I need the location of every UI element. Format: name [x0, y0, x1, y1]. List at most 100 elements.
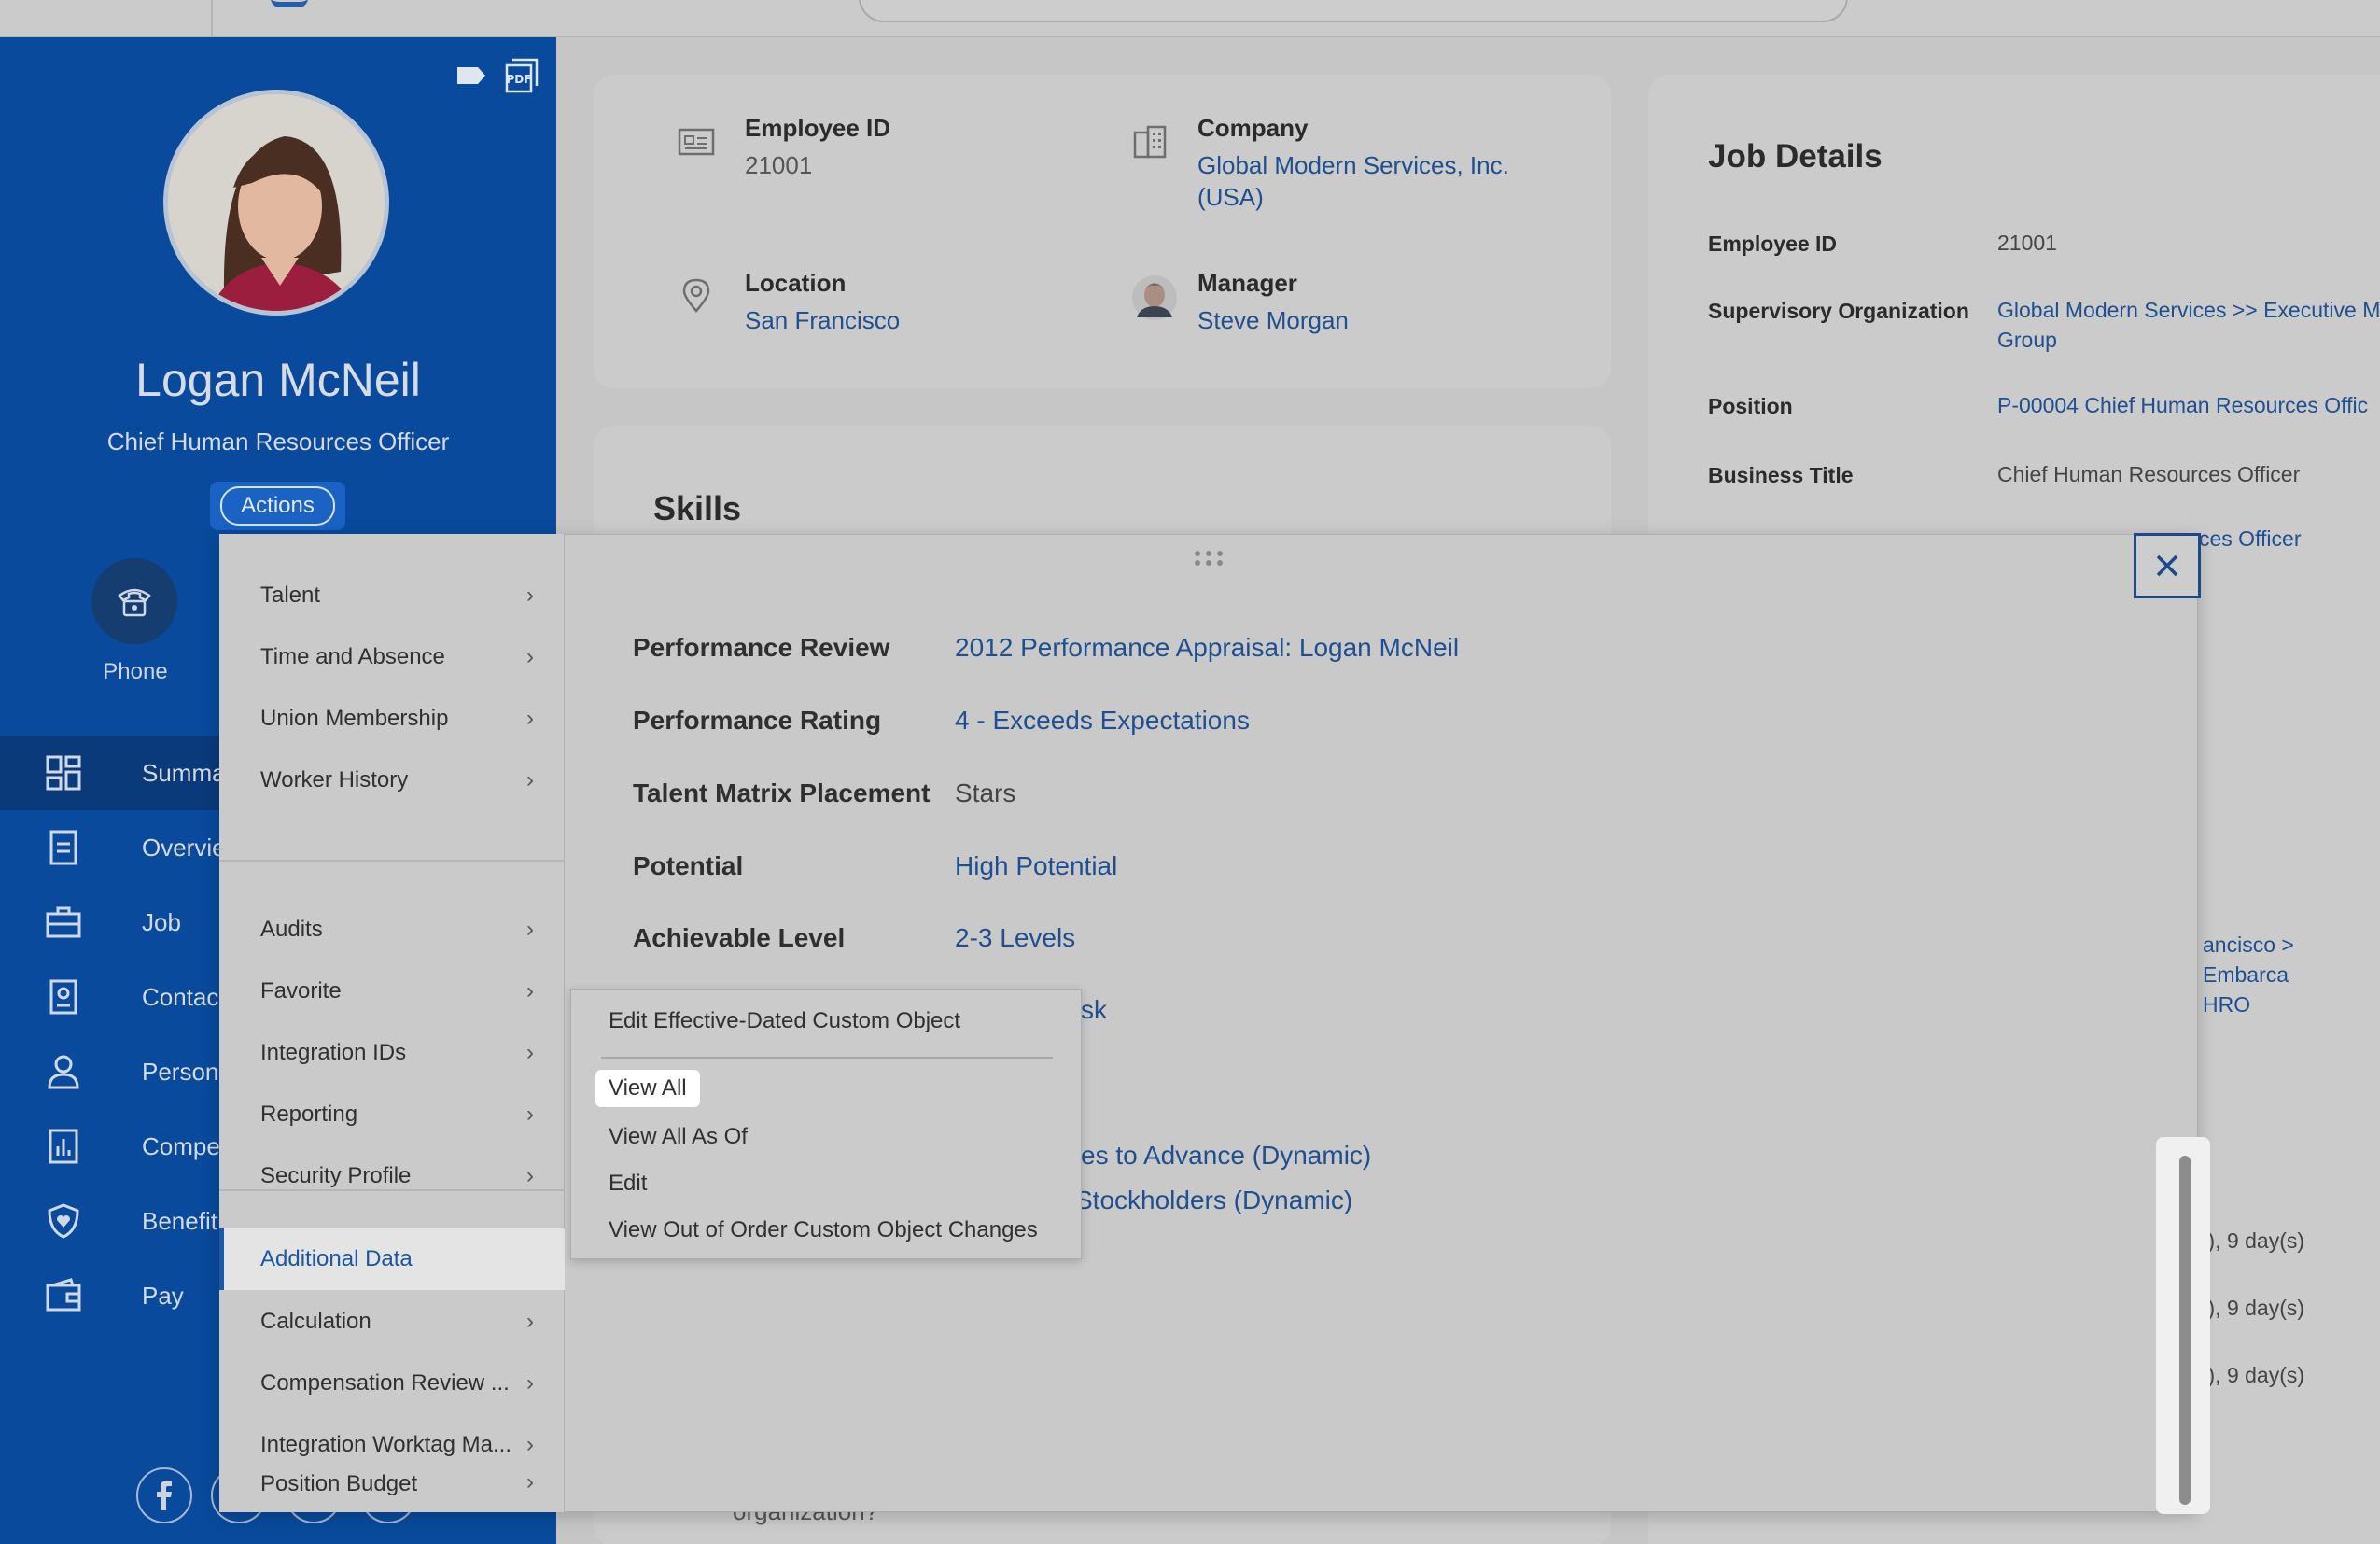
performance-review-link[interactable]: 2012 Performance Appraisal: Logan McNeil	[955, 633, 1460, 662]
menu-item-label: Talent	[260, 583, 321, 608]
menu-item-audits[interactable]: Audits ›	[219, 902, 565, 958]
facebook-button[interactable]	[136, 1467, 192, 1523]
chevron-right-icon: ›	[526, 583, 534, 608]
phone-label: Phone	[103, 659, 168, 684]
menu-item-label: Calculation	[260, 1309, 371, 1334]
building-icon	[1133, 125, 1167, 159]
manager-link[interactable]: Steve Morgan	[1197, 306, 1349, 334]
menu-divider	[219, 1189, 565, 1191]
location-pin-icon	[682, 278, 710, 313]
menu-item-label: Integration Worktag Ma...	[260, 1432, 512, 1457]
global-search-input[interactable]	[859, 0, 1848, 22]
menu-item-label: Reporting	[260, 1102, 358, 1127]
risk-link-fragment[interactable]: sk	[1081, 995, 1107, 1024]
jd-supervisory-org-line1: Global Modern Services >> Executive M	[1997, 298, 2380, 322]
nav-summary-label: Summa	[142, 758, 226, 787]
nav-job[interactable]: Job	[0, 885, 556, 960]
actions-button[interactable]: Actions	[210, 482, 345, 530]
performance-review-label: Performance Review	[633, 633, 890, 662]
briefcase-icon	[46, 906, 81, 938]
achievable-level-link[interactable]: 2-3 Levels	[955, 923, 1076, 952]
submenu-view-all-as-of[interactable]: View All As Of	[609, 1124, 748, 1149]
menu-item-union-membership[interactable]: Union Membership ›	[219, 691, 565, 747]
potential-label: Potential	[633, 851, 744, 880]
close-button[interactable]	[2134, 533, 2201, 598]
jd-supervisory-org-link[interactable]: Global Modern Services >> Executive M Gr…	[1997, 295, 2380, 355]
contact-card-icon	[49, 979, 77, 1015]
menu-item-integration-worktag[interactable]: Integration Worktag Ma... ›	[219, 1417, 565, 1473]
nav-contact-label: Contac	[142, 982, 219, 1011]
submenu-edit[interactable]: Edit	[609, 1171, 648, 1196]
stockholders-link-fragment[interactable]: Stockholders (Dynamic)	[1075, 1186, 1353, 1214]
company-label: Company	[1197, 114, 1309, 142]
menu-item-worker-history[interactable]: Worker History ›	[219, 752, 565, 808]
performance-rating-link[interactable]: 4 - Exceeds Expectations	[955, 706, 1250, 735]
location-link[interactable]: San Francisco	[745, 306, 901, 334]
skills-title: Skills	[653, 489, 742, 527]
actions-menu: Talent › Time and Absence › Union Member…	[219, 534, 565, 1512]
id-card-icon	[678, 128, 715, 156]
phone-button[interactable]	[91, 558, 177, 644]
submenu-view-all[interactable]: View All	[595, 1070, 700, 1107]
manager-label: Manager	[1197, 269, 1297, 297]
nav-personal[interactable]: Person	[0, 1034, 556, 1109]
menu-item-talent[interactable]: Talent ›	[219, 568, 565, 624]
nav-benefits[interactable]: Benefit	[0, 1184, 556, 1258]
jd-peek-location[interactable]: ancisco > Embarca HRO	[2203, 930, 2380, 1019]
menu-item-label: Security Profile	[260, 1163, 412, 1188]
menu-item-favorite[interactable]: Favorite ›	[219, 963, 565, 1019]
employee-id-label: Employee ID	[745, 114, 891, 142]
nav-compensation[interactable]: Compe	[0, 1109, 556, 1184]
jd-peek-location-line2: HRO	[2203, 992, 2251, 1017]
menu-item-calculation[interactable]: Calculation ›	[219, 1294, 565, 1350]
drag-handle-icon[interactable]	[1192, 549, 1225, 568]
potential-link[interactable]: High Potential	[955, 851, 1118, 880]
company-link-line2: (USA)	[1197, 183, 1264, 211]
performance-rating-label: Performance Rating	[633, 706, 882, 735]
jd-business-title-label: Business Title	[1708, 463, 1854, 487]
menu-item-integration-ids[interactable]: Integration IDs ›	[219, 1025, 565, 1081]
submenu-edit-effective-dated[interactable]: Edit Effective-Dated Custom Object	[609, 1008, 961, 1033]
menu-item-reporting[interactable]: Reporting ›	[219, 1087, 565, 1143]
jd-position-link[interactable]: P-00004 Chief Human Resources Offic	[1997, 393, 2369, 417]
chevron-right-icon: ›	[526, 706, 534, 731]
menu-item-security-profile[interactable]: Security Profile ›	[219, 1148, 565, 1204]
worker-name: Logan McNeil	[135, 354, 421, 406]
menu-item-label: Position Budget	[260, 1471, 418, 1496]
manager-avatar[interactable]	[1131, 274, 1178, 321]
pdf-icon[interactable]: PDF	[505, 58, 539, 95]
jd-peek-length-of-service: s), 9 day(s)	[2197, 1363, 2305, 1387]
nav-contact[interactable]: Contac	[0, 960, 556, 1034]
chevron-right-icon: ›	[526, 1102, 534, 1127]
nav-pay[interactable]: Pay	[0, 1258, 556, 1333]
menu-item-label: Time and Absence	[260, 644, 445, 669]
jd-peek-location-line1: ancisco > Embarca	[2203, 933, 2294, 987]
close-icon	[2156, 554, 2178, 577]
nav-overview[interactable]: Overvie	[0, 810, 556, 885]
company-link[interactable]: Global Modern Services, Inc. (USA)	[1197, 149, 1509, 213]
document-icon	[49, 830, 77, 865]
chevron-right-icon: ›	[526, 1040, 534, 1065]
nav-compensation-label: Compe	[142, 1131, 220, 1160]
jd-employee-id-value: 21001	[1997, 231, 2057, 255]
workday-logo-icon[interactable]	[271, 0, 308, 7]
submenu-divider	[601, 1057, 1053, 1059]
chevron-right-icon: ›	[526, 1469, 534, 1495]
tag-icon[interactable]	[455, 65, 487, 86]
summary-card	[594, 75, 1611, 388]
advance-link-fragment[interactable]: es to Advance (Dynamic)	[1081, 1141, 1372, 1170]
menu-item-label: Compensation Review ...	[260, 1370, 510, 1396]
scrollbar-thumb[interactable]	[2179, 1156, 2191, 1505]
chevron-right-icon: ›	[526, 767, 534, 793]
menu-item-position-budget[interactable]: Position Budget ›	[219, 1469, 565, 1512]
avatar[interactable]	[163, 90, 389, 316]
jd-peek-management-level[interactable]: ces Officer	[2199, 526, 2302, 551]
nav-benefits-label: Benefit	[142, 1206, 217, 1235]
worker-title: Chief Human Resources Officer	[106, 428, 450, 456]
menu-item-additional-data[interactable]: Additional Data	[219, 1228, 565, 1290]
submenu-view-out-of-order[interactable]: View Out of Order Custom Object Changes	[609, 1217, 1038, 1242]
menu-item-compensation-review[interactable]: Compensation Review ... ›	[219, 1355, 565, 1411]
menu-item-label: Audits	[260, 917, 323, 942]
menu-item-time-and-absence[interactable]: Time and Absence ›	[219, 629, 565, 685]
menu-divider	[219, 860, 565, 862]
